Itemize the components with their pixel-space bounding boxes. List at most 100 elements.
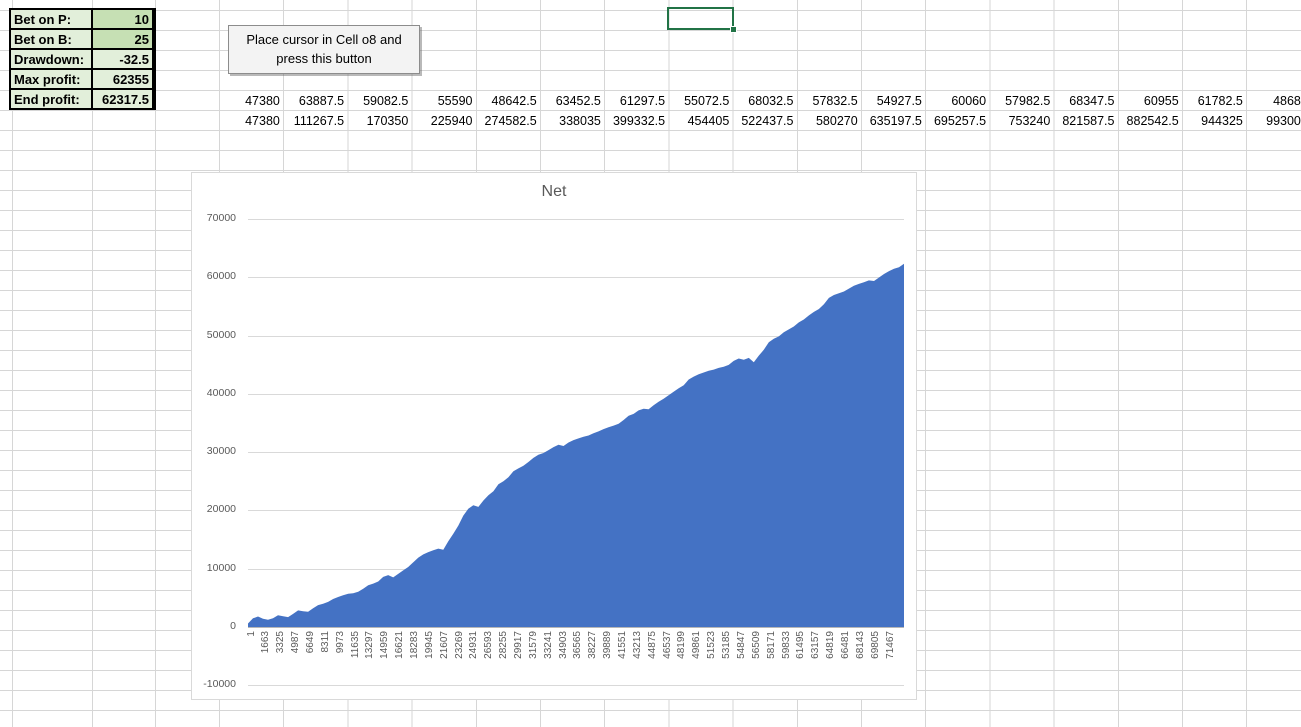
x-axis-label: 26593	[483, 631, 495, 659]
x-axis-label: 31579	[527, 631, 539, 659]
x-axis-label: 1663	[260, 631, 272, 654]
chart-gridline	[248, 277, 904, 279]
x-axis-label: 54847	[735, 631, 747, 659]
cell-value[interactable]: 61782.5	[1197, 93, 1243, 108]
cell-value[interactable]: 60955	[1143, 93, 1179, 108]
x-axis-label: 16621	[394, 631, 406, 659]
y-axis-label: 70000	[206, 211, 236, 224]
chart[interactable]: Net 70000 60000 50000 40000 30000 20000 10000 0…	[191, 172, 917, 700]
cell-value[interactable]: 63887.5	[298, 93, 345, 108]
cell-value[interactable]: 68032.5	[748, 93, 794, 108]
cell-value[interactable]: 60060	[951, 93, 987, 108]
y-axis-label: 60000	[206, 270, 236, 283]
cell-value[interactable]: 62317.5	[93, 90, 152, 108]
cell-value[interactable]: 635197.5	[869, 113, 922, 128]
cell-value[interactable]: 57832.5	[812, 93, 858, 108]
x-axis-label: 49861	[691, 631, 703, 659]
x-axis-label: 14959	[379, 631, 391, 659]
cell-value[interactable]: 68347.5	[1069, 93, 1115, 108]
cell-value[interactable]: 170350	[366, 113, 409, 128]
cell-value[interactable]: 274582.5	[484, 113, 537, 128]
chart-gridline	[248, 685, 904, 687]
cell-label[interactable]: Bet on B:	[11, 30, 91, 48]
cell-label[interactable]: Drawdown:	[11, 50, 91, 68]
x-axis-label: 11635	[349, 631, 361, 659]
x-axis-label: 53185	[721, 631, 732, 659]
x-axis-label: 8311	[319, 631, 331, 653]
x-axis-label: 63157	[810, 631, 822, 659]
x-axis-label: 38227	[587, 631, 599, 659]
cell-value[interactable]: 10	[93, 10, 152, 28]
y-axis-label: 40000	[206, 386, 236, 399]
x-axis-label: 9973	[334, 631, 346, 654]
x-axis-label: 13297	[364, 631, 376, 659]
x-axis-label: 44875	[646, 631, 658, 659]
cell-value[interactable]: 882542.5	[1126, 113, 1179, 128]
cell-label[interactable]: End profit:	[11, 90, 91, 108]
x-axis-label: 58171	[765, 631, 777, 659]
x-axis-label: 3325	[275, 631, 287, 654]
x-axis-label: 28255	[498, 631, 510, 659]
x-axis-label: 1	[245, 631, 257, 637]
chart-gridline	[248, 627, 904, 628]
cell-value[interactable]: -32.5	[93, 50, 152, 68]
x-axis-label: 59833	[780, 631, 792, 659]
cell-value[interactable]: 99300	[1266, 113, 1301, 128]
area-series	[248, 263, 904, 627]
cell-label[interactable]: Bet on P:	[11, 10, 91, 28]
cell-value[interactable]: 821587.5	[1062, 113, 1115, 128]
y-axis-label: 0	[230, 620, 236, 632]
cell-value[interactable]: 55590	[437, 93, 473, 108]
macro-button[interactable]: Place cursor in Cell o8 and press this b…	[228, 25, 420, 74]
summary-table: Bet on P: 10 Bet on B: 25 Drawdown: -32.…	[9, 8, 156, 110]
x-axis-label: 66481	[839, 631, 851, 659]
cell-value[interactable]: 944325	[1201, 113, 1243, 128]
cell-value[interactable]: 54927.5	[876, 93, 922, 108]
cell-value[interactable]: 695257.5	[933, 113, 987, 128]
cell-value[interactable]: 338035	[559, 113, 601, 128]
x-axis-label: 48199	[676, 631, 688, 659]
grid-vline	[155, 0, 156, 727]
cell-value[interactable]: 399332.5	[612, 113, 666, 128]
y-axis-label: 20000	[206, 503, 236, 516]
cell-value[interactable]: 48642.5	[491, 93, 537, 108]
cell-value[interactable]: 59082.5	[363, 93, 409, 108]
macro-button-label-line2: press this button	[276, 50, 372, 66]
cell-label[interactable]: Max profit:	[11, 70, 91, 88]
x-axis-label: 33241	[542, 631, 554, 659]
x-axis-label: 64819	[825, 631, 836, 659]
cell-value[interactable]: 225940	[430, 113, 473, 128]
y-axis-label: -10000	[203, 678, 236, 691]
x-axis-label: 23269	[453, 631, 465, 659]
chart-gridline	[248, 218, 904, 220]
cell-value[interactable]: 454405	[687, 113, 730, 128]
x-axis-label: 68143	[854, 631, 866, 659]
cell-value[interactable]: 753240	[1008, 113, 1051, 128]
chart-gridline	[248, 393, 904, 395]
chart-title: Net	[541, 183, 567, 200]
x-axis-label: 69805	[869, 631, 881, 659]
x-axis-label: 34903	[557, 631, 569, 659]
x-axis-label: 4987	[290, 631, 302, 654]
x-axis-label: 46537	[661, 631, 673, 659]
cell-value[interactable]: 62355	[93, 70, 152, 88]
x-axis-label: 51523	[706, 631, 718, 659]
cell-value[interactable]: 4868	[1273, 93, 1301, 108]
x-axis-label: 6649	[304, 631, 316, 654]
cell-value[interactable]: 47380	[245, 93, 280, 108]
cell-value[interactable]: 61297.5	[619, 93, 666, 108]
cell-value[interactable]: 57982.5	[1005, 93, 1051, 108]
cell-value[interactable]: 63452.5	[555, 93, 601, 108]
cell-value[interactable]: 111267.5	[293, 113, 345, 128]
cell-value[interactable]: 47380	[245, 113, 280, 128]
cell-value[interactable]: 25	[93, 30, 152, 48]
chart-gridline	[248, 335, 904, 337]
cell-value[interactable]: 55072.5	[684, 93, 730, 108]
cell-value[interactable]: 522437.5	[741, 113, 794, 128]
cell-value[interactable]: 580270	[815, 113, 858, 128]
fill-handle[interactable]	[730, 26, 737, 33]
x-axis-label: 29917	[513, 631, 524, 659]
selected-cell[interactable]	[667, 7, 737, 33]
y-axis-label: 10000	[206, 561, 236, 574]
